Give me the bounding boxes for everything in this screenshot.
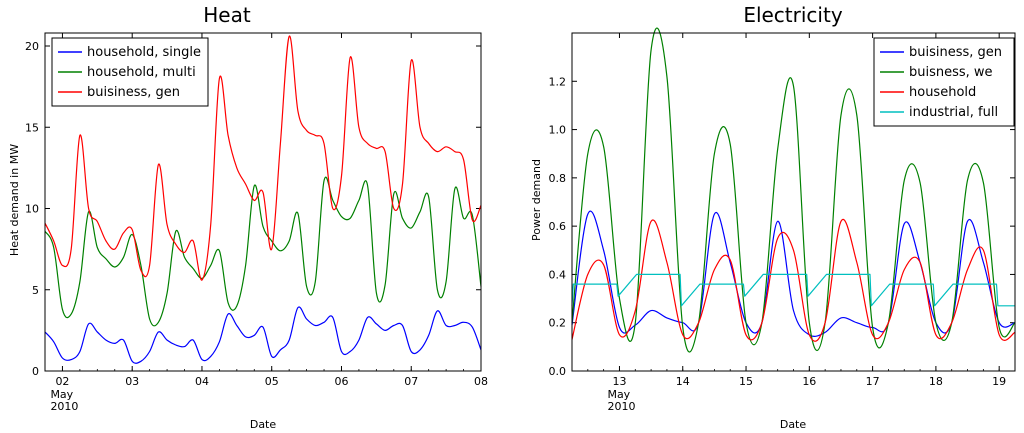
heat-x-tick-label: 05 bbox=[265, 375, 279, 388]
electricity-legend-label: buisiness, gen bbox=[909, 45, 1002, 60]
electricity-y-tick-label: 1.2 bbox=[549, 75, 567, 88]
electricity-series-line-buisness-we bbox=[571, 27, 1016, 353]
heat-legend-label: household, multi bbox=[87, 65, 196, 80]
heat-x-sub-label: 2010 bbox=[50, 400, 78, 413]
electricity-x-axis-label: Date bbox=[780, 418, 807, 431]
heat-legend-label: buisiness, gen bbox=[87, 85, 180, 100]
electricity-plot-frame bbox=[571, 32, 1016, 372]
electricity-legend: buisiness, gen buisness, we household indus… bbox=[873, 37, 1015, 127]
electricity-legend-label: buisness, we bbox=[909, 65, 993, 80]
electricity-y-tick-label: 0.4 bbox=[549, 268, 567, 281]
electricity-chart: Electricity Date Power demand 0.0 0.2 0.4 0… bbox=[530, 3, 1016, 431]
electricity-series-line-industrial-full bbox=[571, 273, 1015, 307]
electricity-legend-label: household bbox=[909, 85, 976, 100]
heat-y-tick-label: 15 bbox=[25, 121, 39, 134]
heat-legend: household, single household, multi buisine… bbox=[51, 37, 209, 107]
heat-x-tick-label: 02 bbox=[55, 375, 69, 388]
electricity-series-line-household bbox=[571, 218, 1016, 342]
electricity-x-tick-label: 19 bbox=[992, 375, 1006, 388]
electricity-x-sub-label: May bbox=[607, 388, 630, 401]
electricity-y-axis-label: Power demand bbox=[530, 159, 543, 241]
heat-y-tick-label: 0 bbox=[32, 365, 39, 378]
electricity-legend-label: industrial, full bbox=[909, 105, 998, 120]
heat-chart-title: Heat bbox=[203, 3, 251, 27]
electricity-x-tick-label: 15 bbox=[739, 375, 753, 388]
heat-y-tick-label: 20 bbox=[25, 40, 39, 53]
electricity-series-line-buisiness-gen bbox=[571, 210, 1016, 337]
electricity-x-tick-label: 13 bbox=[612, 375, 626, 388]
electricity-x-tick-label: 17 bbox=[866, 375, 880, 388]
heat-x-tick-label: 04 bbox=[195, 375, 209, 388]
electricity-y-tick-label: 0.2 bbox=[549, 317, 567, 330]
heat-x-tick-label: 08 bbox=[474, 375, 488, 388]
heat-series-line-buisiness-gen bbox=[44, 35, 482, 281]
heat-x-tick-label: 03 bbox=[125, 375, 139, 388]
electricity-y-tick-label: 0.0 bbox=[549, 365, 567, 378]
heat-chart: Heat Date Heat demand in MW 0510152002Ma… bbox=[8, 3, 488, 431]
electricity-x-tick-label: 18 bbox=[929, 375, 943, 388]
electricity-y-tick-label: 0.6 bbox=[549, 220, 567, 233]
heat-y-axis-label: Heat demand in MW bbox=[8, 144, 21, 256]
heat-plot-frame bbox=[44, 32, 482, 372]
electricity-chart-title: Electricity bbox=[743, 3, 843, 27]
heat-legend-label: household, single bbox=[87, 45, 201, 60]
heat-x-tick-label: 06 bbox=[334, 375, 348, 388]
heat-series-line-household-single bbox=[44, 306, 482, 364]
electricity-y-tick-label: 1.0 bbox=[549, 124, 567, 137]
heat-y-tick-label: 10 bbox=[25, 203, 39, 216]
heat-x-axis-label: Date bbox=[250, 418, 277, 431]
electricity-x-tick-label: 14 bbox=[676, 375, 690, 388]
heat-series-group bbox=[44, 35, 482, 364]
heat-y-tick-label: 5 bbox=[32, 284, 39, 297]
electricity-series-group bbox=[571, 27, 1016, 353]
electricity-x-sub-label: 2010 bbox=[607, 400, 635, 413]
heat-x-sub-label: May bbox=[50, 388, 73, 401]
electricity-y-tick-label: 0.8 bbox=[549, 172, 567, 185]
heat-x-tick-label: 07 bbox=[404, 375, 418, 388]
electricity-x-tick-label: 16 bbox=[802, 375, 816, 388]
